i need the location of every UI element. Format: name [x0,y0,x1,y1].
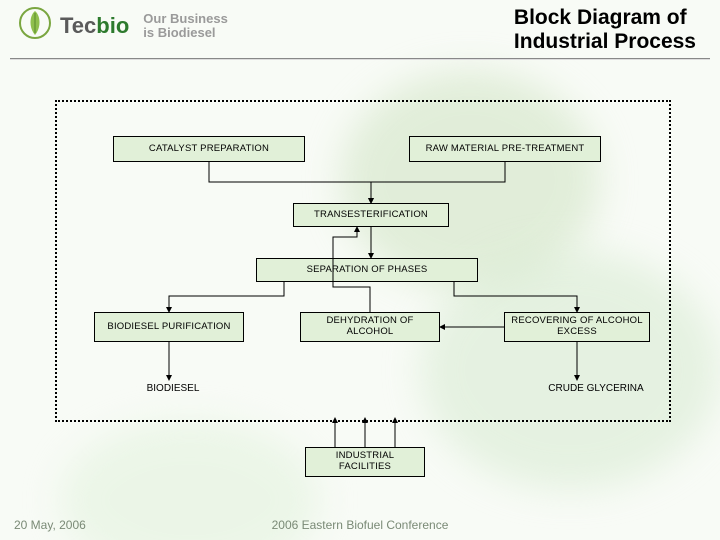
leaf-icon [18,6,52,45]
title-line1: Block Diagram of [514,6,696,30]
node-purif: BIODIESEL PURIFICATION [94,312,244,342]
header-divider [10,58,710,60]
text-biodiesel: BIODIESEL [128,383,218,395]
slide-title: Block Diagram of Industrial Process [514,6,696,54]
node-sep: SEPARATION OF PHASES [256,258,478,282]
title-line2: Industrial Process [514,30,696,54]
slide: Tecbio Our Business is Biodiesel Block D… [0,0,720,540]
brand-part-a: Tec [60,13,96,38]
footer-center: 2006 Eastern Biofuel Conference [0,518,720,532]
node-raw: RAW MATERIAL PRE-TREATMENT [409,136,601,162]
node-trans: TRANSESTERIFICATION [293,203,449,227]
brand-part-b: bio [96,13,129,38]
tagline-line2: is Biodiesel [143,26,228,40]
brand-name: Tecbio [60,14,129,37]
node-catalyst: CATALYST PREPARATION [113,136,305,162]
node-dehy: DEHYDRATION OF ALCOHOL [300,312,440,342]
logo: Tecbio Our Business is Biodiesel [18,6,228,45]
tagline-line1: Our Business [143,12,228,26]
header: Tecbio Our Business is Biodiesel Block D… [0,0,720,62]
node-facilities: INDUSTRIAL FACILITIES [305,447,425,477]
node-recov: RECOVERING OF ALCOHOL EXCESS [504,312,650,342]
text-glycerina: CRUDE GLYCERINA [536,383,656,395]
